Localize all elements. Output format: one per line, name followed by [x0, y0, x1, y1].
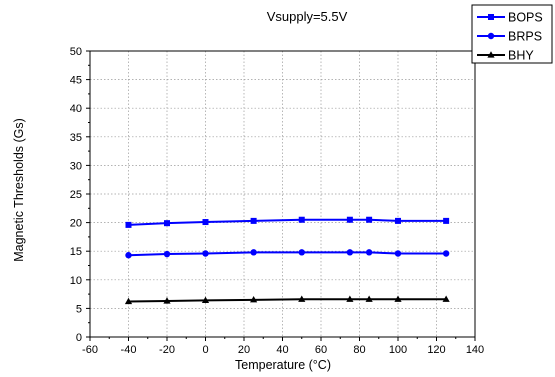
axis-ticks: -60 -40 -20 0 20 40 60 80 100 120 140 0 5 10 15 20 25 30 3… — [70, 46, 484, 356]
x-tick-label: 0 — [202, 344, 208, 356]
point-bops — [298, 216, 305, 223]
point-brps — [346, 249, 354, 256]
point-brps — [298, 249, 305, 256]
point-bhy — [365, 295, 373, 302]
point-bops — [443, 217, 450, 224]
x-tick-label: 100 — [389, 344, 407, 356]
series-bops — [125, 216, 450, 228]
legend-box — [471, 4, 553, 64]
y-tick-label: 35 — [70, 132, 82, 144]
series-brps — [125, 249, 450, 259]
point-brps — [202, 250, 209, 257]
point-bops — [395, 217, 401, 224]
point-bhy — [442, 295, 450, 302]
point-bhy — [346, 295, 354, 302]
grid-lines — [90, 51, 475, 337]
point-brps — [250, 249, 257, 256]
point-bops — [250, 217, 257, 224]
series-group — [124, 216, 450, 305]
point-bhy — [124, 297, 133, 305]
point-bops — [202, 219, 209, 226]
legend-item-bops: BOPS — [477, 11, 543, 25]
legend-item-brps: BRPS — [477, 30, 542, 44]
y-tick-label: 40 — [70, 103, 82, 115]
y-tick-label: 5 — [76, 303, 82, 315]
point-bhy — [250, 296, 258, 303]
y-tick-label: 50 — [70, 46, 82, 58]
x-axis-title: Temperature (°C) — [235, 358, 331, 372]
x-tick-label: -40 — [121, 344, 137, 356]
point-brps — [163, 250, 171, 258]
x-tick-label: 20 — [238, 344, 250, 356]
legend-marker-brps — [487, 32, 495, 40]
x-tick-label: 60 — [315, 344, 327, 356]
legend-marker-bops — [488, 14, 494, 20]
point-bhy — [163, 297, 171, 304]
x-tick-label: -20 — [159, 344, 175, 356]
legend: BOPS BRPS BHY — [471, 4, 553, 64]
point-bops — [366, 216, 373, 223]
chart-title: Vsupply=5.5V — [267, 9, 348, 24]
series-bhy — [124, 295, 450, 305]
legend-label-brps: BRPS — [508, 30, 542, 44]
point-bops — [125, 221, 132, 228]
y-tick-label: 30 — [70, 160, 82, 172]
x-tick-label: -60 — [82, 344, 98, 356]
y-tick-label: 20 — [70, 218, 82, 230]
y-axis-title: Magnetic Thresholds (Gs) — [12, 118, 26, 262]
x-tick-label: 80 — [353, 344, 365, 356]
x-tick-label: 40 — [276, 344, 288, 356]
point-bops — [164, 220, 170, 227]
point-brps — [394, 250, 402, 257]
point-bops — [346, 216, 353, 223]
point-bhy — [394, 295, 402, 302]
legend-label-bhy: BHY — [508, 49, 534, 63]
x-tick-label: 120 — [427, 344, 445, 356]
point-brps — [442, 250, 450, 257]
y-tick-label: 45 — [70, 75, 82, 87]
x-tick-label: 140 — [466, 344, 484, 356]
y-tick-label: 25 — [70, 189, 82, 201]
y-tick-label: 15 — [70, 246, 82, 258]
point-bhy — [201, 296, 210, 303]
point-brps — [125, 252, 132, 259]
legend-item-bhy: BHY — [477, 49, 534, 63]
point-brps — [365, 249, 373, 256]
point-bhy — [298, 295, 306, 302]
legend-label-bops: BOPS — [508, 11, 543, 25]
y-tick-label: 10 — [70, 275, 82, 287]
legend-marker-bhy — [487, 51, 495, 58]
y-tick-label: 0 — [76, 332, 82, 344]
